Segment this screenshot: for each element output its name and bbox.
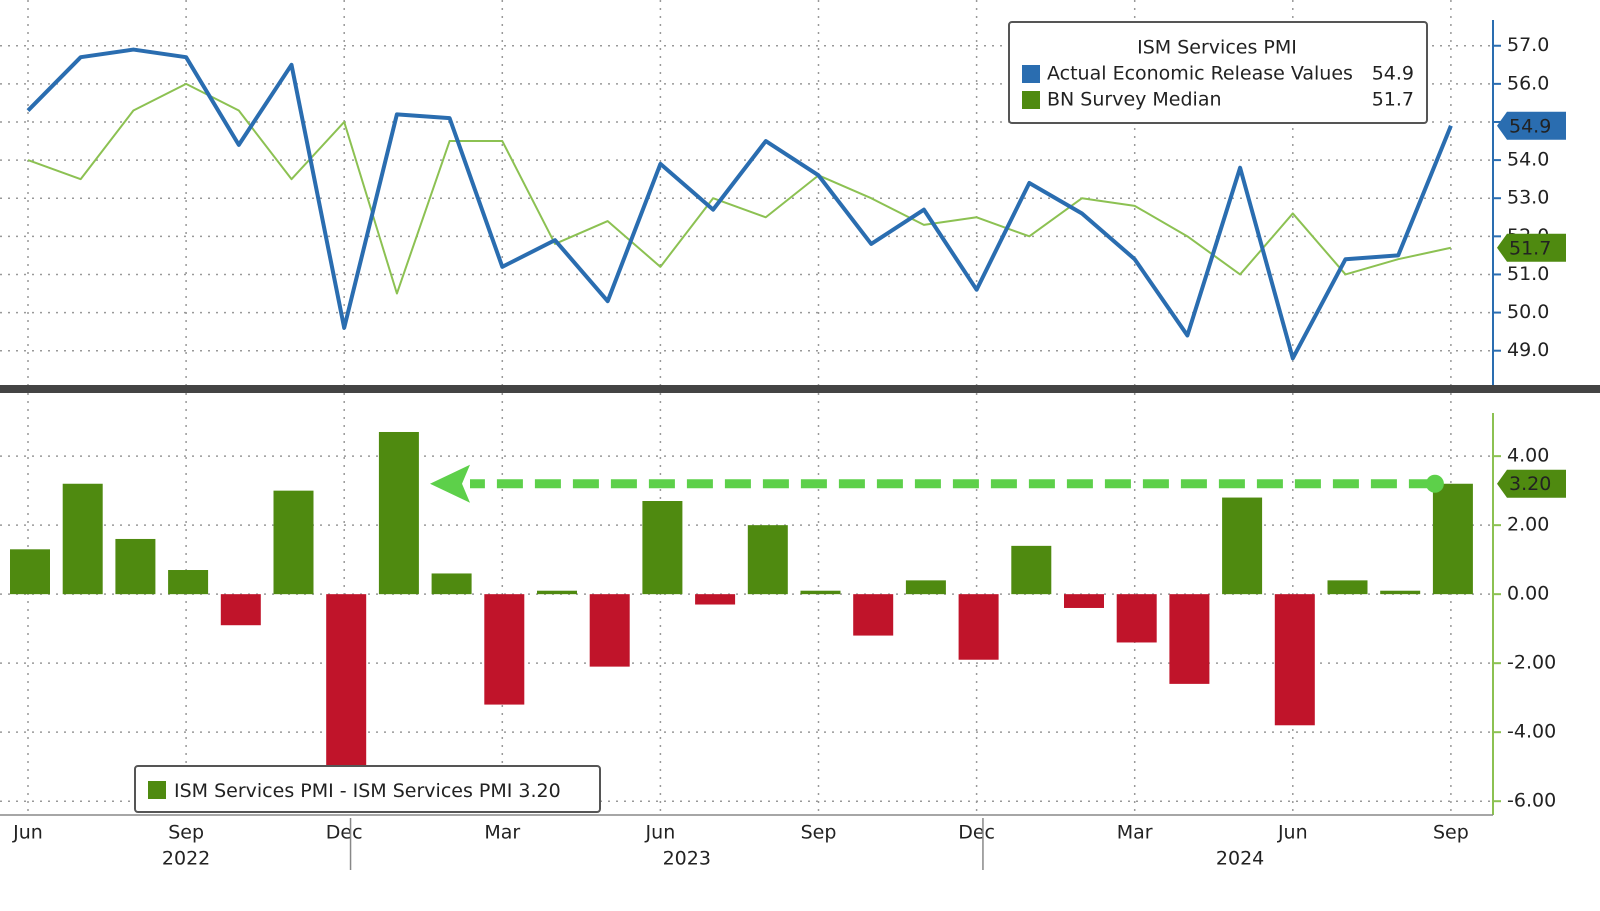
bar xyxy=(642,501,683,595)
legend-value: 51.7 xyxy=(1372,89,1414,111)
bar xyxy=(484,594,525,705)
legend-value: 3.20 xyxy=(518,780,560,802)
x-tick-label: Mar xyxy=(484,822,520,844)
bar xyxy=(10,549,50,595)
y-tick-label: -6.00 xyxy=(1507,790,1556,812)
bar xyxy=(168,570,209,595)
legend-value: 54.9 xyxy=(1372,63,1414,85)
bar xyxy=(1116,594,1157,643)
y-tick-label: -4.00 xyxy=(1507,721,1556,743)
y-tick-label: -2.00 xyxy=(1507,652,1556,674)
year-label: 2023 xyxy=(663,848,711,870)
bar xyxy=(431,573,472,595)
legend-name: ISM Services PMI - ISM Services PMI xyxy=(174,780,512,802)
x-tick-label: Sep xyxy=(801,822,837,844)
y-tick-label: 57.0 xyxy=(1507,34,1549,56)
bar xyxy=(1380,590,1421,595)
legend-label: Actual Economic Release Values xyxy=(1047,63,1353,85)
annotation-dot xyxy=(1425,474,1444,493)
bar xyxy=(958,594,999,660)
bar xyxy=(853,594,894,636)
legend-swatch xyxy=(1022,65,1040,83)
bar xyxy=(905,580,946,595)
legend-label: BN Survey Median xyxy=(1047,89,1222,111)
y-tick-label: 50.0 xyxy=(1507,301,1549,323)
x-tick-label: Sep xyxy=(1433,822,1469,844)
bar xyxy=(326,594,367,767)
x-tick-label: Sep xyxy=(168,822,204,844)
line-series xyxy=(26,47,1453,361)
y-tick-label: 2.00 xyxy=(1507,514,1549,536)
y-tick-label: 54.0 xyxy=(1507,149,1549,171)
y-tick-label: 4.00 xyxy=(1507,445,1549,467)
x-tick-label: Dec xyxy=(958,822,995,844)
x-tick-label: Jun xyxy=(12,822,43,844)
value-tag-label: 3.20 xyxy=(1509,473,1551,495)
legend-title: ISM Services PMI xyxy=(1137,37,1297,59)
bar xyxy=(1274,594,1315,726)
bar xyxy=(695,594,736,605)
legend-box xyxy=(1008,21,1428,124)
x-tick-label: Jun xyxy=(645,822,676,844)
bar xyxy=(1222,497,1263,595)
y-tick-label: 51.0 xyxy=(1507,263,1549,285)
y-tick-label: 49.0 xyxy=(1507,339,1549,361)
y-tick-label: 0.00 xyxy=(1507,583,1549,605)
bar xyxy=(378,431,419,595)
panel-divider xyxy=(0,385,1600,393)
value-tag xyxy=(1497,111,1566,140)
value-tag xyxy=(1497,469,1566,498)
bar xyxy=(273,490,314,595)
annotation-arrowhead xyxy=(430,464,470,503)
bar xyxy=(1169,594,1210,684)
bar xyxy=(62,483,103,595)
bar xyxy=(1011,545,1052,595)
y-tick-label: 53.0 xyxy=(1507,187,1549,209)
bar xyxy=(1432,483,1473,595)
y-tick-label: 56.0 xyxy=(1507,72,1549,94)
legend-label: ISM Services PMI - ISM Services PMI 3.20 xyxy=(174,780,561,802)
bar xyxy=(115,538,156,595)
bar xyxy=(1064,594,1104,608)
bar xyxy=(747,525,788,595)
bar xyxy=(1327,580,1368,595)
value-tag xyxy=(1497,233,1566,262)
value-tag-label: 54.9 xyxy=(1509,115,1551,137)
legend-box xyxy=(134,765,601,813)
bar xyxy=(220,594,261,626)
legend-swatch xyxy=(148,781,166,799)
x-tick-label: Mar xyxy=(1117,822,1153,844)
x-tick-label: Jun xyxy=(1277,822,1308,844)
x-tick-label: Dec xyxy=(326,822,363,844)
bar xyxy=(537,590,577,595)
year-label: 2024 xyxy=(1216,848,1264,870)
bar xyxy=(800,590,841,595)
legend-swatch xyxy=(1022,91,1040,109)
bar xyxy=(589,594,630,667)
year-label: 2022 xyxy=(162,848,210,870)
value-tag-label: 51.7 xyxy=(1509,237,1551,259)
